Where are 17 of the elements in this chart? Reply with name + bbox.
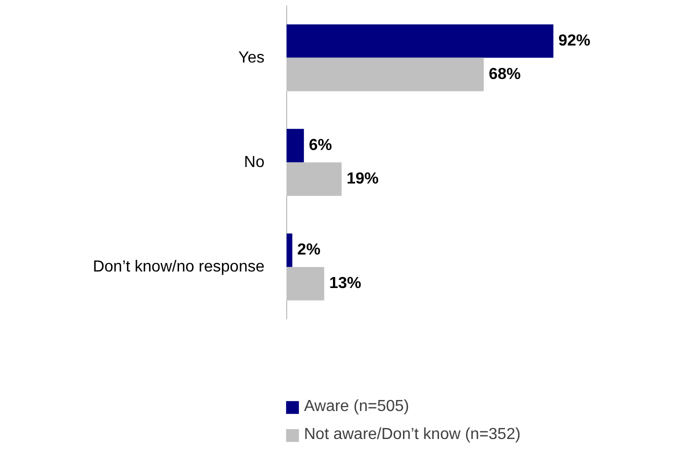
y-tick-label: Yes (238, 49, 265, 66)
bar (286, 58, 484, 92)
bar (286, 24, 554, 58)
data-label: 6% (308, 137, 332, 154)
data-label: 92% (558, 32, 590, 50)
y-tick-label: Don’t know/no response (92, 258, 265, 276)
bar (286, 162, 342, 196)
legend-label: Not aware/Don’t know (n=352) (304, 426, 521, 444)
data-label: 19% (346, 170, 379, 188)
bar (286, 128, 304, 162)
bar (286, 266, 324, 300)
data-label: 68% (488, 66, 521, 84)
data-label: 2% (297, 242, 320, 259)
data-label: 13% (329, 275, 362, 292)
legend-label: Aware (n=505) (304, 398, 410, 416)
y-tick-label: No (244, 154, 265, 171)
bar (286, 233, 292, 267)
